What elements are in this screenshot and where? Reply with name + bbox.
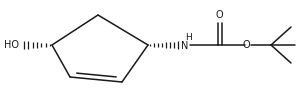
Text: O: O: [242, 40, 250, 50]
Text: H: H: [185, 33, 192, 43]
Text: O: O: [216, 10, 223, 20]
Text: HO: HO: [4, 40, 19, 50]
Text: N: N: [181, 41, 188, 51]
